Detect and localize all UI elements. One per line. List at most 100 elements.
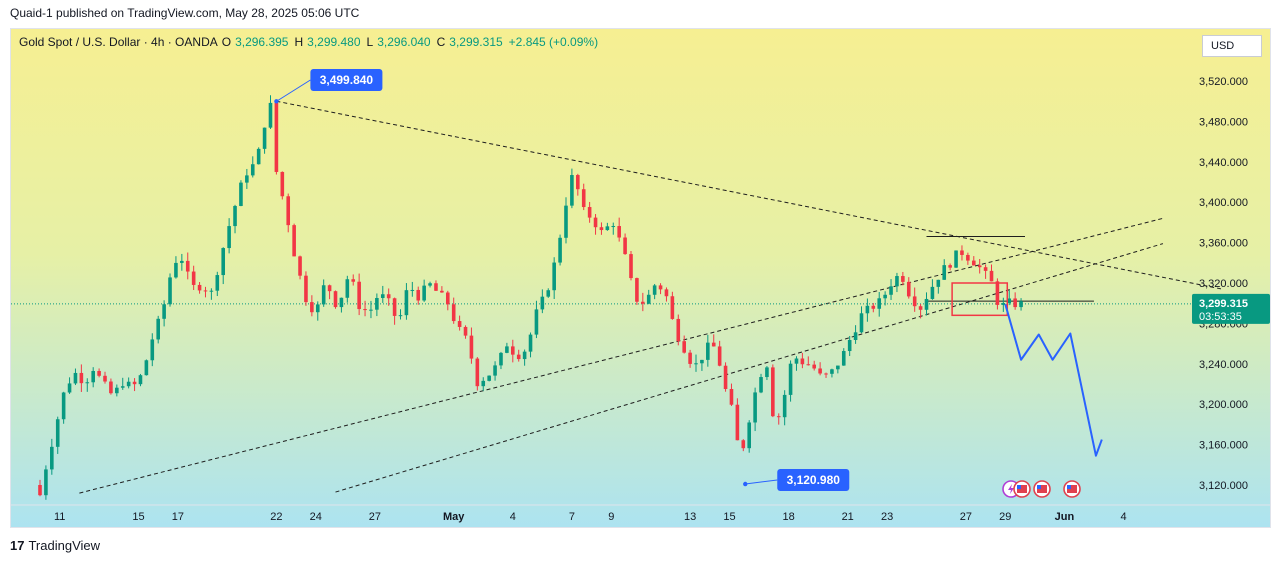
price-chart[interactable]: 3,499.840 3,120.980 3,120.000 3,160.000 3,2… — [11, 29, 1271, 528]
legend-high-label: H — [294, 35, 304, 49]
time-tick-label: 21 — [842, 511, 854, 523]
current-price-tag — [1192, 293, 1270, 324]
price-callout-label: 3,499.840 — [320, 73, 374, 87]
candle-body — [351, 279, 356, 282]
candle-body — [380, 294, 385, 298]
legend-open-label: O — [221, 35, 232, 49]
candle-body — [457, 321, 462, 327]
candle-body — [481, 380, 486, 387]
candle-body — [794, 358, 799, 364]
forecast-path[interactable] — [1004, 303, 1103, 457]
candle-body — [203, 290, 208, 292]
candle-body — [989, 270, 994, 282]
candle-body — [440, 290, 444, 293]
candle-body — [652, 285, 657, 295]
price-callout-label: 3,120.980 — [787, 473, 841, 487]
candle-body — [528, 334, 533, 352]
trend-line[interactable] — [79, 217, 1164, 494]
callout-anchor — [274, 99, 279, 104]
price-callout-box[interactable] — [310, 69, 383, 91]
current-price-label: 3,299.315 — [1199, 298, 1248, 310]
candle-body — [930, 286, 935, 299]
legend-low-value: 3,296.040 — [377, 35, 431, 49]
candle-body — [315, 304, 320, 313]
candle-body — [1007, 298, 1012, 304]
candle-body — [1013, 298, 1017, 308]
candle-body — [540, 296, 545, 310]
candle-body — [889, 286, 893, 295]
candle-body — [475, 358, 480, 387]
candle-body — [546, 290, 551, 297]
tradingview-brand[interactable]: 17 TradingView — [10, 538, 100, 553]
candle-body — [688, 352, 692, 364]
candle-body — [363, 309, 367, 311]
candle-body — [522, 351, 527, 360]
candle-body — [581, 189, 586, 208]
candle-body — [711, 342, 716, 347]
candle-body — [605, 226, 610, 231]
time-tick-label: 27 — [960, 511, 972, 523]
candle-body — [91, 370, 95, 383]
candle-body — [912, 296, 917, 307]
time-tick-label: 18 — [782, 511, 794, 523]
candle-body — [150, 339, 155, 361]
chart-area[interactable]: 3,499.840 3,120.980 3,120.000 3,160.000 3,2… — [10, 28, 1271, 528]
candle-body — [215, 275, 220, 291]
candle-body — [345, 279, 350, 298]
candle-body — [239, 182, 243, 206]
candle-body — [103, 375, 107, 382]
candle-body — [977, 265, 982, 268]
candle-body — [292, 225, 296, 257]
candle-body — [262, 127, 267, 149]
candle-body — [245, 175, 249, 183]
candle-body — [109, 381, 113, 394]
bar-countdown-label: 03:53:35 — [1199, 311, 1242, 323]
currency-label: USD — [1211, 40, 1235, 52]
flag-canton-icon — [1067, 485, 1071, 489]
candle-body — [463, 326, 468, 336]
candle-body — [286, 196, 291, 226]
lightning-icon — [1008, 484, 1014, 494]
price-callout-box[interactable] — [777, 469, 850, 491]
candle-body — [398, 315, 403, 317]
candle-body — [587, 207, 592, 218]
candle-body — [428, 283, 432, 286]
candle-body — [410, 289, 415, 291]
candle-body — [162, 304, 166, 319]
candle-body — [67, 383, 72, 393]
candle-body — [280, 171, 285, 197]
candle-body — [558, 237, 562, 263]
legend-close-value: 3,299.315 — [449, 35, 503, 49]
candle-body — [865, 305, 870, 314]
range-box[interactable] — [951, 282, 1009, 317]
candle-body — [564, 205, 568, 238]
candle-body — [50, 446, 54, 470]
trend-line[interactable] — [335, 243, 1164, 493]
candle-body — [782, 394, 787, 418]
candle-body — [735, 404, 740, 441]
candle-body — [250, 164, 255, 176]
candle-body — [635, 278, 639, 302]
candle-body — [995, 281, 1000, 305]
currency-selector[interactable]: USD — [1202, 35, 1262, 57]
price-tick-label: 3,240.000 — [1199, 359, 1248, 371]
legend-symbol: Gold Spot / U.S. Dollar · 4h · OANDA — [19, 35, 218, 49]
candle-body — [339, 297, 344, 308]
candle-body — [936, 279, 941, 287]
candle-body — [132, 381, 137, 385]
candle-body — [847, 339, 852, 352]
time-tick-label: 11 — [54, 511, 65, 523]
candle-body — [1019, 301, 1023, 308]
price-tick-label: 3,360.000 — [1199, 238, 1248, 250]
candle-body — [511, 346, 515, 355]
candle-body — [197, 284, 202, 291]
candle-body — [256, 148, 261, 165]
candle-body — [664, 289, 669, 297]
candle-body — [942, 265, 947, 280]
candle-body — [700, 359, 704, 364]
candle-body — [274, 102, 279, 172]
time-tick-label: 7 — [569, 511, 575, 523]
legend-change: +2.845 (+0.09%) — [508, 35, 599, 49]
candle-body — [641, 301, 645, 304]
candle-body — [723, 365, 728, 389]
